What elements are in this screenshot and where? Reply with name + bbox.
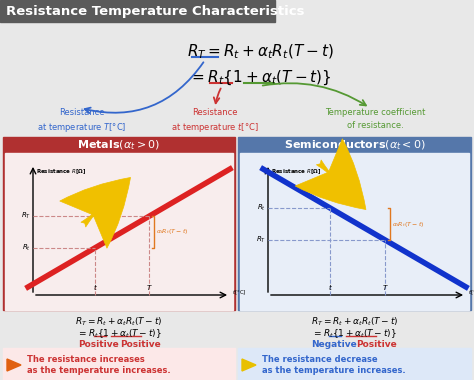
Text: $\alpha_t R_t(T-t)$: $\alpha_t R_t(T-t)$	[156, 228, 189, 236]
Text: Positive: Positive	[79, 340, 119, 349]
Text: Resistance Temperature Characteristics: Resistance Temperature Characteristics	[6, 5, 304, 17]
Text: $= R_t\{1 + \alpha_t(T - t)\}$: $= R_t\{1 + \alpha_t(T - t)\}$	[312, 327, 397, 340]
Text: Resistance
at temperature $t$[°C]: Resistance at temperature $t$[°C]	[171, 108, 259, 135]
Text: $\alpha_t R_t(T-t)$: $\alpha_t R_t(T-t)$	[392, 220, 424, 228]
Bar	[238, 348, 471, 380]
Text: $= R_t\{1 + \alpha_t(T - t)\}$: $= R_t\{1 + \alpha_t(T - t)\}$	[190, 69, 332, 87]
Polygon shape	[242, 359, 256, 371]
Polygon shape	[7, 359, 21, 371]
Text: $t$[°C]: $t$[°C]	[468, 289, 474, 297]
Text: Resistance $R$[Ω]: Resistance $R$[Ω]	[271, 167, 321, 176]
Text: $R_T = R_t + \alpha_t R_t(T - t)$: $R_T = R_t + \alpha_t R_t(T - t)$	[75, 316, 163, 328]
Text: $R_T$: $R_T$	[256, 235, 266, 245]
Text: $= R_t\{1 + \alpha_t(T - t)\}$: $= R_t\{1 + \alpha_t(T - t)\}$	[77, 327, 162, 340]
Text: $T$: $T$	[146, 283, 153, 292]
Text: Negative: Negative	[311, 340, 357, 349]
Text: $t$: $t$	[92, 282, 98, 292]
Text: $R_T$: $R_T$	[21, 211, 31, 221]
Text: Positive: Positive	[356, 340, 397, 349]
Text: Resistance $R$[Ω]: Resistance $R$[Ω]	[36, 167, 87, 176]
Text: Positive: Positive	[120, 340, 161, 349]
Text: $T$: $T$	[382, 283, 388, 292]
Bar	[3, 348, 235, 380]
Text: $\mathbf{Metals}(\alpha_t > 0)$: $\mathbf{Metals}(\alpha_t > 0)$	[77, 138, 161, 152]
Text: The resistance decrease
as the temperature increases.: The resistance decrease as the temperatu…	[262, 355, 406, 375]
Text: $R_t$: $R_t$	[257, 203, 266, 213]
Text: Resistance
at temperature $T$[°C]: Resistance at temperature $T$[°C]	[37, 108, 127, 135]
Text: $\mathbf{Semiconductors}(\alpha_t < 0)$: $\mathbf{Semiconductors}(\alpha_t < 0)$	[283, 138, 426, 152]
Text: The resistance increases
as the temperature increases.: The resistance increases as the temperat…	[27, 355, 171, 375]
Text: $R_T = R_t + \alpha_t R_t(T - t)$: $R_T = R_t + \alpha_t R_t(T - t)$	[311, 316, 398, 328]
Text: $t$: $t$	[328, 282, 333, 292]
Bar	[240, 153, 469, 310]
Bar	[0, 0, 275, 22]
Bar	[5, 153, 233, 310]
Text: Temperature coefficient
of resistance.: Temperature coefficient of resistance.	[325, 108, 425, 130]
Text: $R_t$: $R_t$	[22, 243, 31, 253]
Text: $t$[°C]: $t$[°C]	[232, 289, 246, 297]
Bar	[3, 137, 235, 310]
Text: $R_T = R_t + \alpha_t R_t(T - t)$: $R_T = R_t + \alpha_t R_t(T - t)$	[187, 43, 334, 61]
Bar	[238, 137, 471, 310]
